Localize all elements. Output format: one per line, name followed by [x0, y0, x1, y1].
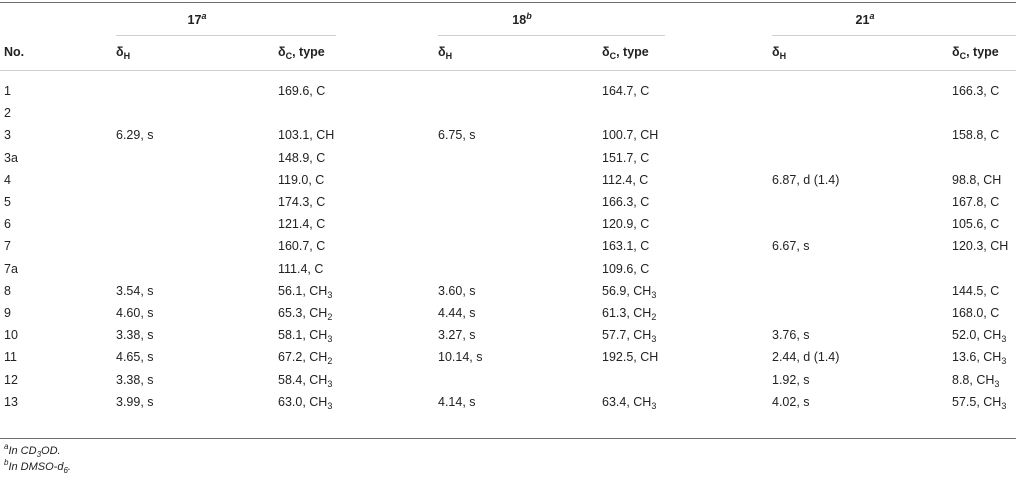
delta-h-value: 10.14, s [438, 350, 483, 364]
delta-c-value: 120.3, CH [952, 239, 1009, 253]
delta-h-value: 3.54, s [116, 284, 154, 298]
delta-h-value: 3.60, s [438, 284, 476, 298]
row-number: 4 [4, 173, 11, 187]
compound-underline-18 [438, 35, 665, 36]
delta-c-value: 163.1, C [602, 239, 650, 253]
compound-number: 21 [855, 13, 870, 27]
compound-underline-21 [772, 35, 1016, 36]
delta-c-value: 158.8, C [952, 128, 1000, 142]
row-number: 12 [4, 373, 18, 387]
delta-h-value: 4.44, s [438, 306, 476, 320]
delta-c-value: 63.0, CH3 [278, 395, 333, 411]
delta-c-value: 52.0, CH3 [952, 328, 1007, 344]
compound-header-18: 18b [502, 12, 542, 29]
delta-h-value: 4.65, s [116, 350, 154, 364]
delta-c-value: 56.1, CH3 [278, 284, 333, 300]
delta-c-value: 192.5, CH [602, 350, 659, 364]
delta-c-value: 67.2, CH2 [278, 350, 333, 366]
footnote-mark: a [869, 11, 875, 21]
row-number: 11 [4, 350, 17, 364]
delta-h-value: 4.02, s [772, 395, 810, 409]
delta-h-value: 1.92, s [772, 373, 810, 387]
delta-c-value: 174.3, C [278, 195, 326, 209]
delta-c-value: 98.8, CH [952, 173, 1002, 187]
compound-header-17: 17a [177, 12, 217, 29]
row-number: 7a [4, 262, 18, 276]
compound-number: 18 [512, 13, 527, 27]
delta-h-value: 3.99, s [116, 395, 154, 409]
row-number: 7 [4, 239, 11, 253]
delta-c-value: 58.4, CH3 [278, 373, 333, 389]
delta-c-value: 166.3, C [952, 84, 1000, 98]
delta-h-value: 4.60, s [116, 306, 154, 320]
row-number: 3a [4, 151, 18, 165]
delta-h-value: 6.75, s [438, 128, 476, 142]
delta-c-value: 105.6, C [952, 217, 1000, 231]
column-header-delta-c: δC, type [602, 45, 649, 61]
delta-c-value: 160.7, C [278, 239, 326, 253]
delta-c-value: 120.9, C [602, 217, 650, 231]
delta-c-value: 65.3, CH2 [278, 306, 333, 322]
column-header-no: No. [4, 45, 25, 59]
delta-c-value: 166.3, C [602, 195, 650, 209]
delta-c-value: 61.3, CH2 [602, 306, 657, 322]
delta-h-value: 3.38, s [116, 328, 154, 342]
table-bottom-rule [0, 438, 1016, 439]
delta-c-value: 151.7, C [602, 151, 650, 165]
delta-h-value: 6.29, s [116, 128, 154, 142]
delta-h-value: 3.76, s [772, 328, 810, 342]
row-number: 8 [4, 284, 11, 298]
column-header-delta-h: δH [772, 45, 787, 61]
table-top-rule [0, 2, 1016, 3]
delta-h-value: 4.14, s [438, 395, 476, 409]
row-number: 9 [4, 306, 11, 320]
delta-c-value: 112.4, C [602, 173, 649, 187]
footnote-a: aIn CD3OD. [4, 442, 61, 459]
row-number: 3 [4, 128, 11, 142]
delta-c-value: 111.4, C [278, 262, 324, 276]
delta-c-value: 167.8, C [952, 195, 1000, 209]
column-header-delta-h: δH [116, 45, 131, 61]
row-number: 5 [4, 195, 11, 209]
row-number: 10 [4, 328, 18, 342]
delta-c-value: 63.4, CH3 [602, 395, 657, 411]
footnote-b: bIn DMSO-d6. [4, 458, 71, 475]
delta-h-value: 6.87, d (1.4) [772, 173, 840, 187]
delta-h-value: 6.67, s [772, 239, 810, 253]
delta-c-value: 58.1, CH3 [278, 328, 333, 344]
column-header-delta-c: δC, type [952, 45, 999, 61]
row-number: 13 [4, 395, 18, 409]
column-header-delta-c: δC, type [278, 45, 325, 61]
delta-c-value: 13.6, CH3 [952, 350, 1007, 366]
row-number: 2 [4, 106, 11, 120]
footnote-mark: a [201, 11, 207, 21]
delta-c-value: 109.6, C [602, 262, 650, 276]
compound-underline-17 [116, 35, 336, 36]
delta-c-value: 57.5, CH3 [952, 395, 1007, 411]
delta-c-value: 56.9, CH3 [602, 284, 657, 300]
delta-c-value: 103.1, CH [278, 128, 335, 142]
delta-c-value: 164.7, C [602, 84, 650, 98]
header-bottom-rule [0, 70, 1016, 71]
delta-c-value: 168.0, C [952, 306, 1000, 320]
delta-c-value: 119.0, C [278, 173, 325, 187]
delta-h-value: 2.44, d (1.4) [772, 350, 840, 364]
delta-c-value: 169.6, C [278, 84, 326, 98]
row-number: 6 [4, 217, 11, 231]
compound-number: 17 [187, 13, 202, 27]
delta-h-value: 3.27, s [438, 328, 476, 342]
compound-header-21: 21a [845, 12, 885, 29]
delta-c-value: 57.7, CH3 [602, 328, 657, 344]
footnote-mark: b [526, 11, 532, 21]
delta-c-value: 100.7, CH [602, 128, 659, 142]
delta-c-value: 8.8, CH3 [952, 373, 1000, 389]
delta-c-value: 144.5, C [952, 284, 1000, 298]
delta-h-value: 3.38, s [116, 373, 154, 387]
delta-c-value: 121.4, C [278, 217, 326, 231]
column-header-delta-h: δH [438, 45, 453, 61]
row-number: 1 [4, 84, 11, 98]
delta-c-value: 148.9, C [278, 151, 326, 165]
